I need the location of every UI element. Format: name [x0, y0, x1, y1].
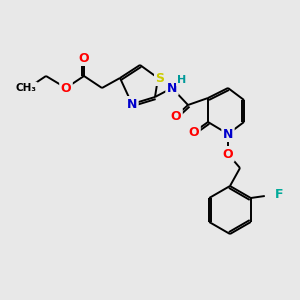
- Text: N: N: [167, 82, 177, 94]
- Text: O: O: [61, 82, 71, 94]
- Text: N: N: [223, 128, 233, 140]
- Text: N: N: [127, 98, 137, 110]
- Text: F: F: [274, 188, 283, 200]
- Text: O: O: [171, 110, 181, 122]
- Text: O: O: [79, 52, 89, 64]
- Text: O: O: [189, 125, 199, 139]
- Text: H: H: [177, 75, 187, 85]
- Text: O: O: [223, 148, 233, 160]
- Text: S: S: [155, 71, 164, 85]
- Text: CH₃: CH₃: [16, 83, 37, 93]
